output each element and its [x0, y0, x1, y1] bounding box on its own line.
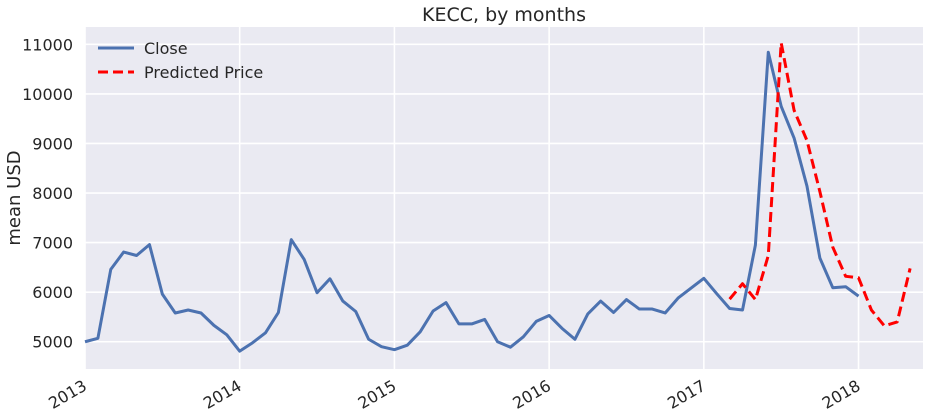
legend-label: Close — [144, 39, 188, 58]
legend-label: Predicted Price — [144, 63, 263, 82]
y-tick-label: 7000 — [32, 234, 73, 253]
series-lines — [84, 41, 912, 353]
y-tick-label: 11000 — [22, 35, 73, 54]
y-tick-label: 8000 — [32, 184, 73, 203]
plot-area-background — [85, 27, 923, 369]
x-tick-label: 2014 — [200, 376, 245, 413]
chart-title: KECC, by months — [422, 4, 586, 26]
y-tick-label: 5000 — [32, 333, 73, 352]
predicted-price-line — [728, 41, 912, 328]
x-tick-label: 2017 — [664, 376, 709, 413]
legend: Close Predicted Price — [98, 39, 263, 82]
x-tick-label: 2015 — [355, 376, 400, 413]
y-tick-label: 6000 — [32, 283, 73, 302]
x-tick-label: 2013 — [45, 376, 90, 413]
grid-lines — [84, 27, 923, 369]
y-tick-label: 10000 — [22, 85, 73, 104]
y-axis-label: mean USD — [4, 150, 25, 245]
x-tick-label: 2016 — [509, 376, 554, 413]
y-tick-label: 9000 — [32, 134, 73, 153]
close-price-line — [84, 50, 860, 353]
x-tick-label: 2018 — [819, 376, 864, 413]
